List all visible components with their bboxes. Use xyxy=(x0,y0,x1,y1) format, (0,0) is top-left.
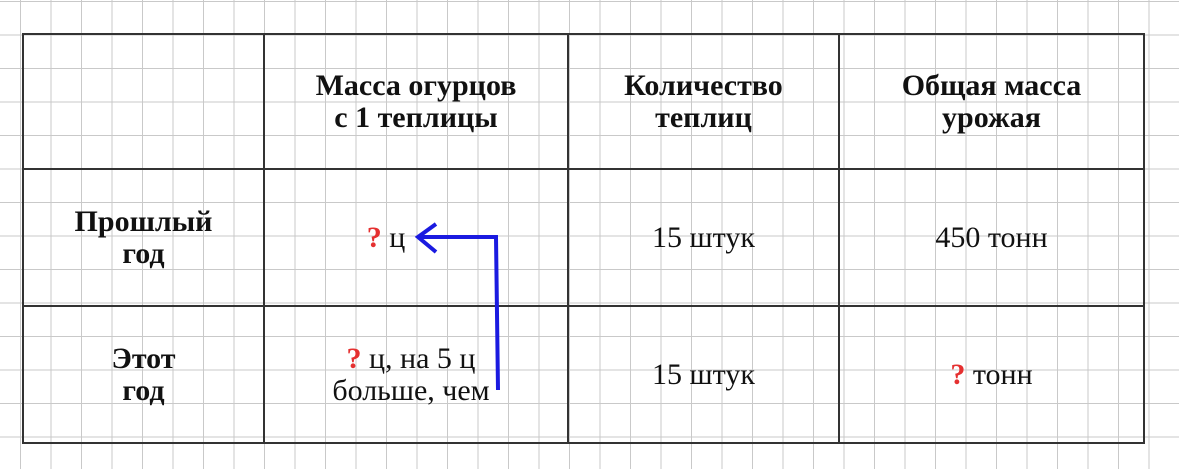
header-count: Количество теплиц xyxy=(567,33,840,170)
header-total-line1: Общая масса xyxy=(901,68,1082,102)
problem-table: Масса огурцов с 1 теплицы Количество тепли… xyxy=(22,33,1145,444)
row-label: Этот год xyxy=(22,305,265,444)
header-mass-line2: с 1 теплицы xyxy=(334,100,498,134)
row-label-line2: год xyxy=(122,373,165,407)
mass-value: ц xyxy=(381,220,406,254)
total-value: тонн xyxy=(965,357,1033,391)
question-mark: ? xyxy=(366,220,382,254)
total-value: 450 тонн xyxy=(935,220,1048,254)
mass-cell: ? ц xyxy=(263,168,569,307)
total-cell: ? тонн xyxy=(838,305,1145,444)
row-label-line1: Прошлый xyxy=(74,204,213,238)
table-row: Прошлый год ? ц 15 штук 450 тонн xyxy=(22,168,1145,307)
total-cell: 450 тонн xyxy=(838,168,1145,307)
header-row: Масса огурцов с 1 теплицы Количество тепли… xyxy=(22,33,1145,170)
question-mark: ? xyxy=(950,357,966,391)
table-row: Этот год ? ц, на 5 ц больше, чем 15 штук ?… xyxy=(22,305,1145,444)
mass-value: ц, на 5 ц xyxy=(361,341,476,375)
header-count-line1: Количество xyxy=(624,68,783,102)
mass-cell: ? ц, на 5 ц больше, чем xyxy=(263,305,569,444)
row-label: Прошлый год xyxy=(22,168,265,307)
row-label-line1: Этот xyxy=(111,341,176,375)
mass-value-line2: больше, чем xyxy=(332,373,490,407)
question-mark: ? xyxy=(346,341,362,375)
header-total: Общая масса урожая xyxy=(838,33,1145,170)
header-mass-line1: Масса огурцов xyxy=(315,68,517,102)
row-label-line2: год xyxy=(122,236,165,270)
count-cell: 15 штук xyxy=(567,305,840,444)
empty-header-cell xyxy=(22,33,265,170)
header-count-line2: теплиц xyxy=(655,100,752,134)
count-cell: 15 штук xyxy=(567,168,840,307)
header-total-line2: урожая xyxy=(942,100,1041,134)
header-mass: Масса огурцов с 1 теплицы xyxy=(263,33,569,170)
